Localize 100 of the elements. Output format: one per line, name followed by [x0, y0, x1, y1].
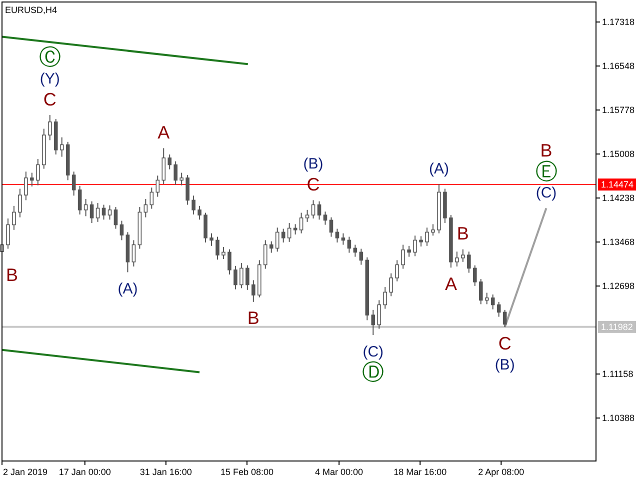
candlestick	[389, 272, 393, 297]
x-tick-label: 31 Jan 16:00	[140, 467, 192, 477]
candlestick	[490, 294, 495, 310]
candlestick	[467, 251, 471, 274]
candlestick	[293, 224, 298, 235]
candlestick	[455, 251, 459, 267]
candlestick	[90, 200, 94, 224]
candlestick	[6, 218, 10, 250]
annotation: B	[6, 264, 18, 285]
annotation: C	[43, 89, 56, 110]
candlestick	[24, 171, 28, 201]
x-tick-label: 18 Mar 16:00	[394, 467, 447, 477]
annotation: A	[444, 274, 457, 294]
candlestick	[431, 224, 435, 236]
candlestick	[174, 160, 178, 186]
annotation: B	[247, 308, 260, 328]
candlestick	[371, 309, 376, 336]
candlestick	[192, 195, 196, 215]
annotation: (A)	[118, 280, 138, 298]
candlestick	[413, 235, 417, 257]
y-tick-label: 1.15778	[602, 105, 635, 116]
candlestick	[359, 248, 364, 266]
x-tick-label: 4 Mar 00:00	[315, 467, 364, 477]
candlestick	[473, 264, 477, 286]
annotation: A	[158, 122, 170, 142]
candlestick	[102, 204, 106, 220]
y-tick-label: 1.13468	[602, 237, 635, 248]
chart-title: EURUSD,H4	[5, 5, 58, 15]
candlestick	[478, 278, 483, 305]
candlestick	[335, 228, 340, 243]
candlestick	[407, 245, 411, 258]
annotation: B	[456, 224, 469, 244]
ref-line-label: 1.11982	[601, 322, 633, 332]
x-tick-label: 15 Feb 08:00	[220, 467, 274, 477]
candlestick	[222, 246, 226, 260]
candlestick	[156, 175, 160, 198]
ref-line-label: 1.14474	[601, 180, 634, 190]
candlestick	[60, 136, 64, 158]
x-tick-label: 17 Jan 00:00	[58, 467, 111, 477]
candlestick	[317, 200, 322, 220]
candlestick	[425, 227, 429, 246]
annotation: (B)	[494, 356, 515, 374]
candlestick	[281, 228, 286, 243]
y-tick-label: 1.10388	[602, 413, 635, 424]
candlestick	[72, 171, 76, 196]
candlestick	[246, 264, 250, 290]
candlestick	[168, 154, 172, 170]
candlestick	[12, 205, 16, 230]
annotation: (B)	[303, 155, 324, 172]
annotation: (C)	[362, 343, 384, 360]
candlestick	[216, 236, 220, 260]
candlestick	[263, 240, 268, 270]
candlestick	[18, 188, 22, 218]
candlestick	[305, 209, 310, 222]
candlestick	[240, 262, 244, 289]
annotation: Ⓓ	[362, 360, 384, 385]
candlestick	[311, 200, 316, 219]
candlestick	[269, 240, 274, 254]
candlestick	[84, 198, 88, 217]
y-tick-label: 1.14238	[602, 193, 635, 204]
candlestick	[198, 205, 202, 220]
candlestick	[395, 260, 399, 282]
candlestick	[496, 301, 501, 318]
candlestick	[377, 300, 382, 330]
candlestick	[353, 244, 358, 258]
candlestick	[299, 212, 304, 234]
candlestick	[78, 185, 82, 215]
y-tick-label: 1.17318	[602, 17, 635, 28]
candlestick	[30, 172, 34, 187]
candlestick	[484, 292, 489, 305]
candlestick	[252, 280, 256, 302]
candlestick	[144, 198, 148, 218]
candlestick	[329, 216, 334, 238]
candlestick	[461, 248, 465, 262]
annotation: (A)	[428, 160, 449, 178]
y-tick-label: 1.16548	[602, 61, 635, 72]
candlestick	[383, 286, 388, 310]
x-tick-label: 2 Jan 2019	[3, 467, 48, 477]
annotation: (Y)	[40, 70, 60, 88]
candlestick	[108, 204, 112, 220]
candlestick	[341, 232, 346, 246]
candlestick	[502, 309, 507, 328]
candlestick	[132, 240, 136, 267]
candlestick	[48, 114, 52, 141]
y-tick-label: 1.12698	[602, 281, 635, 292]
y-tick-label: 1.11158	[602, 369, 634, 380]
annotation: B	[540, 140, 552, 160]
annotation: Ⓔ	[535, 158, 558, 184]
x-tick-label: 2 Apr 08:00	[478, 467, 524, 477]
candlestick	[180, 172, 184, 186]
candlestick	[419, 236, 423, 247]
candlestick	[162, 148, 166, 185]
candlestick	[96, 202, 100, 222]
candlestick	[401, 244, 405, 270]
candlestick	[347, 236, 352, 254]
candlestick	[36, 158, 40, 186]
annotation: Ⓒ	[38, 44, 61, 70]
annotation: (C)	[536, 184, 557, 202]
candlestick	[323, 211, 328, 226]
candlestick	[120, 220, 124, 241]
